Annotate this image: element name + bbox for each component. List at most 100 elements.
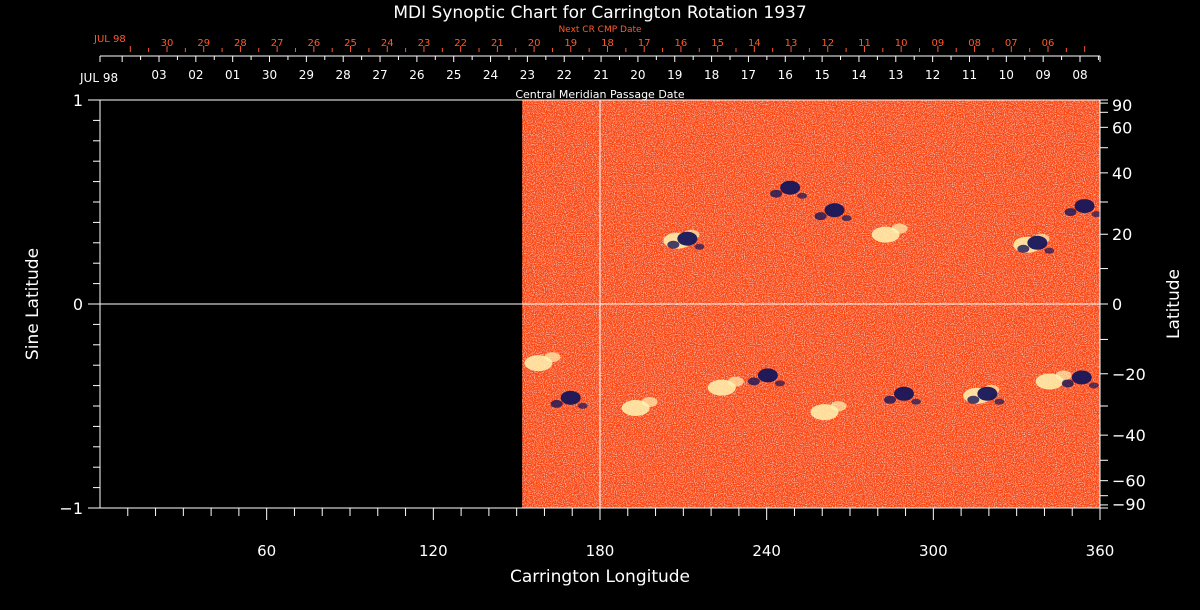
negative-polarity-patch: [677, 231, 698, 246]
negative-polarity-patch: [774, 380, 785, 387]
cmp-date-label: 02: [188, 68, 203, 82]
next-cr-date-label: 11: [858, 38, 871, 49]
negative-polarity-patch: [560, 390, 581, 405]
y-tick-label-right: 40: [1112, 164, 1132, 183]
y-tick-label-right: 90: [1112, 96, 1132, 115]
cmp-date-label: 29: [299, 68, 314, 82]
negative-polarity-patch: [1088, 382, 1099, 389]
next-cr-date-label: 08: [968, 38, 981, 49]
next-cr-date-label: 13: [785, 38, 798, 49]
y-tick-label-right: 0: [1112, 295, 1122, 314]
negative-polarity-patch: [550, 399, 563, 408]
y-tick-label-right: −90: [1112, 495, 1146, 514]
next-cr-date-label: 10: [895, 38, 908, 49]
y-tick-label-right: −40: [1112, 426, 1146, 445]
positive-polarity-patch: [891, 223, 908, 234]
x-tick-label: 240: [752, 542, 781, 560]
positive-polarity-patch: [1055, 370, 1072, 381]
negative-polarity-patch: [1044, 247, 1055, 254]
cmp-date-label: 23: [520, 68, 535, 82]
negative-polarity-patch: [977, 386, 998, 401]
next-cr-date-label: 30: [161, 38, 174, 49]
active-region: [770, 180, 808, 199]
active-region: [1061, 370, 1099, 389]
y-axis-label-right: Latitude: [1164, 269, 1184, 339]
x-tick-label: 60: [257, 542, 276, 560]
negative-polarity-patch: [577, 402, 588, 409]
cmp-date-prefix: JUL 98: [79, 71, 118, 85]
cmp-date-label: 17: [741, 68, 756, 82]
cmp-axis-label: Central Meridian Passage Date: [515, 88, 684, 101]
negative-polarity-patch: [667, 240, 680, 249]
cmp-date-label: 09: [1036, 68, 1051, 82]
negative-polarity-patch: [1027, 235, 1048, 250]
cmp-date-label: 25: [446, 68, 461, 82]
active-regions: [524, 180, 1100, 421]
next-cr-date-label: 15: [711, 38, 724, 49]
cmp-date-label: 18: [704, 68, 719, 82]
next-cr-date-label: 07: [1005, 38, 1018, 49]
next-cr-date-label: 23: [418, 38, 431, 49]
cmp-date-label: 16: [778, 68, 793, 82]
cmp-date-label: 20: [630, 68, 645, 82]
negative-polarity-patch: [1061, 379, 1074, 388]
active-region: [814, 203, 852, 222]
y-tick-label-left: −1: [59, 499, 83, 518]
cmp-date-label: 01: [225, 68, 240, 82]
next-cr-date-label: 12: [821, 38, 834, 49]
negative-polarity-patch: [967, 395, 980, 404]
cmp-date-label: 03: [151, 68, 166, 82]
y-tick-label-left: 1: [73, 91, 83, 110]
cmp-date-label: 13: [888, 68, 903, 82]
negative-polarity-patch: [1074, 199, 1095, 214]
next-cr-date-label: 26: [307, 38, 320, 49]
next-cr-axis-label: Next CR CMP Date: [558, 25, 642, 35]
negative-polarity-patch: [884, 395, 896, 404]
x-axis: 60 120 180 240 300 360: [127, 508, 1115, 560]
y-tick-label-right: 20: [1112, 225, 1132, 244]
next-cr-date-label: 29: [197, 38, 210, 49]
next-cr-date-axis: 30 29 28 27 26 25 24 23 22 21 20 19 18 17 16 15 14 13 12 11…: [129, 38, 1086, 52]
y-axis-left: 1 0 −1: [59, 91, 100, 518]
chart-title: MDI Synoptic Chart for Carrington Rotati…: [393, 3, 806, 23]
negative-polarity-patch: [1017, 244, 1030, 253]
cmp-date-label: 21: [593, 68, 608, 82]
next-cr-date-label: 09: [932, 38, 945, 49]
y-tick-label-right: 60: [1112, 118, 1132, 137]
cmp-date-label: 27: [372, 68, 387, 82]
active-region: [1064, 199, 1100, 218]
negative-polarity-patch: [841, 215, 852, 222]
active-region: [1013, 233, 1055, 254]
cmp-date-label: 12: [925, 68, 940, 82]
negative-polarity-patch: [757, 368, 778, 383]
next-cr-date-label: 17: [638, 38, 651, 49]
cmp-date-axis: 03 02 01 30 29 28 27 26 25 24 23 22 21 20 19 18 17 16 15 14…: [99, 56, 1101, 82]
cmp-date-label: 22: [557, 68, 572, 82]
positive-polarity-patch: [727, 376, 744, 387]
x-tick-label: 180: [586, 542, 615, 560]
next-cr-date-label: 16: [675, 38, 688, 49]
negative-polarity-patch: [1064, 208, 1077, 217]
positive-polarity-patch: [544, 352, 561, 363]
negative-polarity-patch: [770, 189, 783, 198]
active-region: [963, 384, 1005, 405]
x-tick-label: 360: [1086, 542, 1115, 560]
cmp-date-label: 19: [667, 68, 682, 82]
negative-polarity-patch: [694, 243, 705, 250]
cmp-date-label: 11: [962, 68, 977, 82]
active-region: [810, 401, 847, 421]
next-cr-date-label: 18: [601, 38, 614, 49]
next-cr-date-label: 25: [344, 38, 357, 49]
next-cr-date-label: 28: [234, 38, 247, 49]
negative-polarity-patch: [911, 398, 921, 405]
cmp-date-label: 30: [262, 68, 277, 82]
cmp-date-label: 15: [814, 68, 829, 82]
cmp-date-label: 26: [409, 68, 424, 82]
y-tick-label-left: 0: [73, 295, 83, 314]
x-tick-label: 300: [919, 542, 948, 560]
negative-polarity-patch: [814, 212, 827, 221]
positive-polarity-patch: [830, 401, 847, 412]
next-cr-date-label: 06: [1042, 38, 1055, 49]
positive-polarity-patch: [641, 397, 658, 407]
next-cr-date-label: 27: [271, 38, 284, 49]
